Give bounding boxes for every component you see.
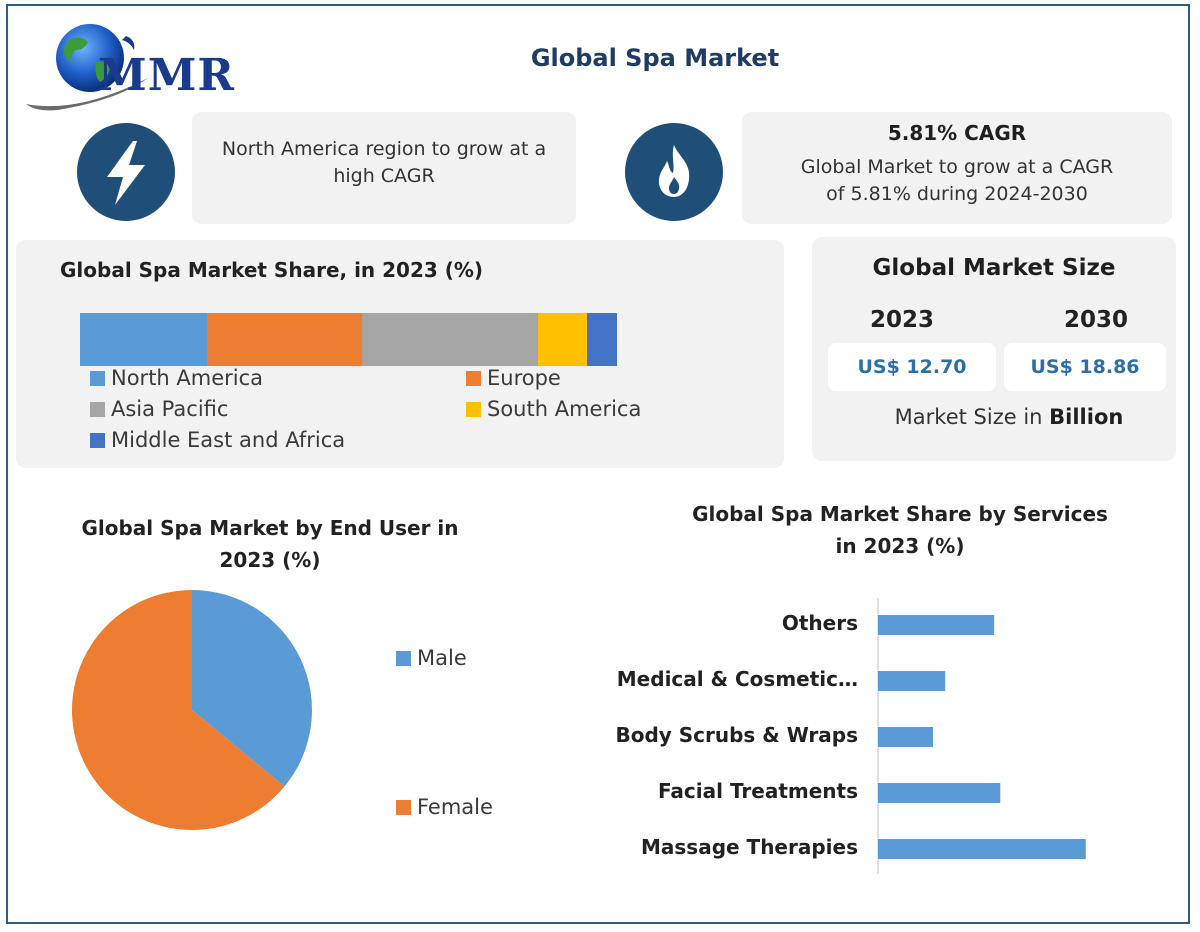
highlight-card-cagr: 5.81% CAGR Global Market to grow at a CA… [742, 112, 1172, 224]
services-category-labels: Others Medical & Cosmetic… Body Scrubs & W… [560, 590, 858, 880]
market-size-note: Market Size in Billion [812, 405, 1200, 429]
mmr-logo-icon [26, 24, 148, 111]
legend-swatch [90, 432, 105, 448]
flame-icon [625, 123, 723, 221]
cagr-text: Global Market to grow at a CAGR of 5.81%… [800, 156, 1114, 205]
market-share-title: Global Spa Market Share, in 2023 (%) [60, 258, 484, 282]
end-user-pie-chart [71, 590, 312, 830]
year-2023-label: 2023 [870, 307, 935, 333]
services-label-body-scrubs-wraps: Body Scrubs & Wraps [615, 723, 858, 747]
legend-swatch [466, 401, 481, 417]
legend-swatch [396, 650, 411, 666]
infographic-frame [6, 4, 1190, 924]
pie-slice-female [71, 590, 285, 830]
legend-label: Male [417, 646, 467, 670]
legend-swatch [396, 799, 411, 815]
services-label-medical-cosmetic: Medical & Cosmetic… [616, 667, 858, 691]
market-size-card: Global Market Size 2023 2030 US$ 12.70 U… [812, 237, 1176, 461]
market-share-stacked-bar [80, 313, 617, 366]
legend-item-asia-pacific: Asia Pacific [90, 397, 228, 421]
legend-item-north-america: North America [90, 366, 263, 390]
services-bar-others [878, 615, 995, 635]
legend-label: Asia Pacific [111, 397, 229, 421]
services-label-others: Others [781, 611, 858, 635]
share-segment-north-america [80, 313, 207, 366]
pie-legend-item-female: Female [396, 795, 493, 819]
services-bar-massage-therapies [878, 839, 1086, 859]
market-size-2030-value: US$ 18.86 [1004, 343, 1166, 391]
services-bar-medical-cosmetic [878, 671, 946, 691]
logo-text: MMR [98, 50, 235, 101]
legend-swatch [466, 370, 481, 386]
market-size-title: Global Market Size [872, 255, 1116, 281]
year-2030-label: 2030 [1064, 307, 1129, 333]
page-title: Global Spa Market [530, 44, 780, 72]
legend-label: North America [111, 366, 264, 390]
end-user-title: Global Spa Market by End User in 2023 (%… [81, 516, 459, 572]
share-segment-europe [206, 313, 362, 366]
legend-swatch [90, 370, 105, 386]
legend-label: Europe [487, 366, 561, 390]
highlight-region-text: North America region to grow at a high C… [221, 138, 547, 187]
share-segment-south-america [538, 313, 587, 366]
services-bar-facial-treatments [878, 783, 1001, 803]
cagr-title: 5.81% CAGR [887, 121, 1027, 145]
legend-item-middle-east-and-africa: Middle East and Africa [90, 428, 345, 452]
legend-label: South America [487, 397, 642, 421]
services-label-facial-treatments: Facial Treatments [657, 779, 858, 803]
legend-label: Female [417, 795, 493, 819]
services-bar-body-scrubs-wraps [878, 727, 933, 747]
legend-swatch [90, 401, 105, 417]
services-bar-chart [877, 598, 1086, 874]
highlight-card-region: North America region to grow at a high C… [192, 112, 576, 224]
market-size-unit: Billion [1049, 405, 1124, 429]
market-size-note-prefix: Market Size in [894, 405, 1050, 429]
pie-legend-item-male: Male [396, 646, 467, 670]
lightning-icon [77, 123, 175, 221]
share-segment-asia-pacific [361, 313, 539, 366]
legend-item-south-america: South America [466, 397, 641, 421]
market-size-2023-value: US$ 12.70 [828, 343, 996, 391]
services-label-massage-therapies: Massage Therapies [641, 835, 858, 859]
services-title: Global Spa Market Share by Services in 2… [692, 502, 1108, 558]
legend-item-europe: Europe [466, 366, 561, 390]
legend-label: Middle East and Africa [111, 428, 346, 452]
share-segment-middle-east-and-africa [586, 313, 617, 366]
pie-slice-male [192, 590, 312, 787]
